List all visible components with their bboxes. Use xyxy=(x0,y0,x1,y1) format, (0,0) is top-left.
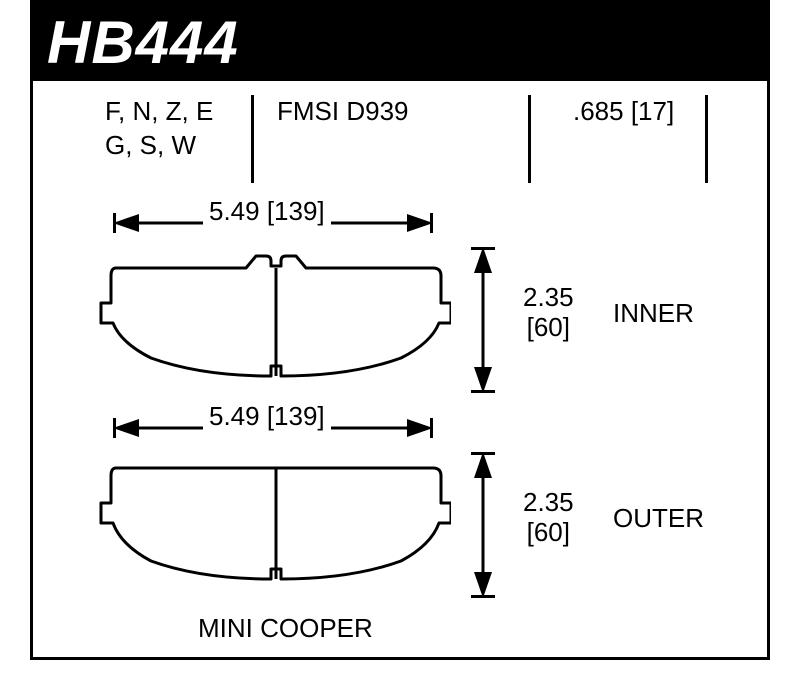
outer-pad-shape xyxy=(91,453,451,588)
inner-width-label: 5.49 [139] xyxy=(203,197,331,227)
compounds-block: F, N, Z, E G, S, W xyxy=(105,95,213,163)
outer-height-line2: [60] xyxy=(523,518,574,548)
thickness-label: .685 [17] xyxy=(573,95,674,129)
inner-side-label: INNER xyxy=(613,298,694,329)
separator-3 xyxy=(705,95,708,183)
fmsi-label: FMSI D939 xyxy=(277,95,409,129)
diagram-frame: HB444 F, N, Z, E G, S, W FMSI D939 .685 … xyxy=(30,0,770,660)
header-bar: HB444 xyxy=(33,3,767,81)
compounds-line1: F, N, Z, E xyxy=(105,95,213,129)
vehicle-label: MINI COOPER xyxy=(198,613,373,644)
inner-height-label: 2.35 [60] xyxy=(523,283,574,343)
outer-height-label: 2.35 [60] xyxy=(523,488,574,548)
outer-height-line1: 2.35 xyxy=(523,488,574,518)
part-number: HB444 xyxy=(47,8,239,77)
separator-1 xyxy=(251,95,254,183)
inner-height-line2: [60] xyxy=(523,313,574,343)
spec-row: F, N, Z, E G, S, W FMSI D939 .685 [17] xyxy=(33,95,767,185)
outer-width-label: 5.49 [139] xyxy=(203,402,331,432)
inner-height-line1: 2.35 xyxy=(523,283,574,313)
diagram-area: 5.49 [139] 2.35 [60] INNER 5.49 [139] xyxy=(33,203,767,657)
separator-2 xyxy=(528,95,531,183)
inner-height-arrow xyxy=(453,243,513,393)
outer-side-label: OUTER xyxy=(613,503,704,534)
outer-height-arrow xyxy=(453,448,513,598)
compounds-line2: G, S, W xyxy=(105,129,213,163)
inner-pad-shape xyxy=(91,248,451,383)
